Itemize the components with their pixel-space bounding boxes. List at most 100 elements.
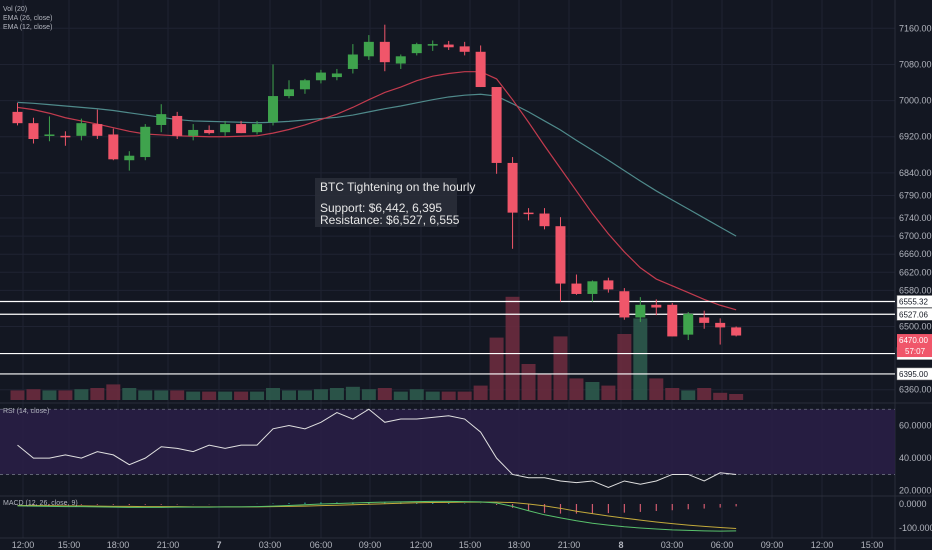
price-tick-label[interactable]: 6920.00 xyxy=(899,132,932,142)
price-tick-label[interactable]: 6360.00 xyxy=(899,385,932,395)
volume-bars xyxy=(10,296,744,400)
volume-bar xyxy=(361,389,376,400)
price-tick-label[interactable]: 6840.00 xyxy=(899,168,932,178)
price-tick-label[interactable]: 6790.00 xyxy=(899,190,932,200)
candle-body[interactable] xyxy=(443,44,454,48)
time-tick-label[interactable]: 7 xyxy=(216,540,221,550)
time-tick-label[interactable]: 21:00 xyxy=(558,540,581,550)
volume-bar xyxy=(313,389,328,400)
price-tick-label[interactable]: 6580.00 xyxy=(899,285,932,295)
candle-body[interactable] xyxy=(188,129,199,136)
candle-body[interactable] xyxy=(571,283,582,294)
candle-body[interactable] xyxy=(603,280,614,290)
candle-body[interactable] xyxy=(731,327,742,336)
time-tick-label[interactable]: 12:00 xyxy=(811,540,834,550)
candle-body[interactable] xyxy=(60,135,71,138)
candle-body[interactable] xyxy=(427,44,438,46)
volume-bar xyxy=(170,390,185,400)
macd-pane[interactable]: 0.0000 -100.0000 xyxy=(16,499,932,533)
candle-body[interactable] xyxy=(252,124,263,133)
volume-bar xyxy=(297,390,312,400)
volume-bar xyxy=(409,389,424,400)
price-tick-label[interactable]: 7160.00 xyxy=(899,23,932,33)
ema-lines xyxy=(17,71,737,311)
candle-body[interactable] xyxy=(204,129,215,134)
candle-body[interactable] xyxy=(715,322,726,328)
time-tick-label[interactable]: 12:00 xyxy=(410,540,433,550)
candle-body[interactable] xyxy=(667,304,678,337)
candle-body[interactable] xyxy=(507,162,518,213)
candle-body[interactable] xyxy=(44,134,55,136)
candle-body[interactable] xyxy=(475,51,486,88)
candle-body[interactable] xyxy=(699,317,710,323)
price-tick-label[interactable]: 6620.00 xyxy=(899,267,932,277)
candle-body[interactable] xyxy=(124,155,135,161)
candle-body[interactable] xyxy=(459,46,470,52)
candle-body[interactable] xyxy=(315,72,326,81)
time-tick-label[interactable]: 09:00 xyxy=(359,540,382,550)
price-tick-label[interactable]: 6660.00 xyxy=(899,249,932,259)
price-tick-label[interactable]: 7000.00 xyxy=(899,96,932,106)
candle-body[interactable] xyxy=(108,134,119,160)
time-axis[interactable]: 12:00 15:00 18:00 21:00 7 03:00 06:00 09:00 12:0… xyxy=(12,540,884,550)
time-tick-label[interactable]: 12:00 xyxy=(12,540,35,550)
rsi-pane[interactable]: 60.0000 40.0000 20.0000 xyxy=(0,408,932,496)
price-axis[interactable]: 7160.00 7080.00 7000.00 6920.00 6840.00 6790.… xyxy=(899,23,932,394)
candle-body[interactable] xyxy=(28,123,39,139)
candle-body[interactable] xyxy=(140,126,151,158)
candle-body[interactable] xyxy=(555,226,566,284)
macd-line[interactable] xyxy=(17,500,737,532)
candle-body[interactable] xyxy=(347,54,358,69)
candle-body[interactable] xyxy=(156,114,167,125)
volume-bar xyxy=(250,391,265,400)
candle-body[interactable] xyxy=(587,281,598,294)
price-tick-label[interactable]: 7080.00 xyxy=(899,59,932,69)
macd-histogram-bar xyxy=(320,502,322,504)
price-tick-label[interactable]: 6500.00 xyxy=(899,321,932,331)
candle-body[interactable] xyxy=(635,304,646,318)
time-tick-label[interactable]: 06:00 xyxy=(711,540,734,550)
candle-body[interactable] xyxy=(683,313,694,335)
price-tick-label[interactable]: 6700.00 xyxy=(899,231,932,241)
candle-body[interactable] xyxy=(283,89,294,97)
time-tick-label[interactable]: 15:00 xyxy=(861,540,884,550)
candlesticks[interactable] xyxy=(12,24,742,345)
time-tick-label[interactable]: 21:00 xyxy=(157,540,180,550)
macd-histogram-bar xyxy=(96,504,98,505)
candle-body[interactable] xyxy=(76,123,87,136)
candle-body[interactable] xyxy=(12,111,23,124)
candle-body[interactable] xyxy=(651,304,662,308)
time-tick-label[interactable]: 06:00 xyxy=(310,540,333,550)
candle-body[interactable] xyxy=(619,291,630,318)
candle-body[interactable] xyxy=(220,124,231,133)
time-tick-label[interactable]: 03:00 xyxy=(259,540,282,550)
price-tick-label[interactable]: 6740.00 xyxy=(899,213,932,223)
time-tick-label[interactable]: 15:00 xyxy=(459,540,482,550)
candle-body[interactable] xyxy=(172,115,183,136)
candle-body[interactable] xyxy=(299,80,310,90)
macd-histogram-bar xyxy=(288,503,290,504)
time-tick-label[interactable]: 18:00 xyxy=(508,540,531,550)
candle-body[interactable] xyxy=(236,124,247,134)
legend-rsi: RSI (14, close) xyxy=(3,408,49,415)
time-tick-label[interactable]: 15:00 xyxy=(58,540,81,550)
time-tick-label[interactable]: 18:00 xyxy=(107,540,130,550)
candle-body[interactable] xyxy=(268,96,279,123)
candle-body[interactable] xyxy=(539,213,550,227)
candle-body[interactable] xyxy=(379,41,390,63)
candle-body[interactable] xyxy=(331,73,342,78)
candle-body[interactable] xyxy=(395,56,406,64)
candle-body[interactable] xyxy=(491,87,502,163)
candle-body[interactable] xyxy=(411,44,422,54)
candle-body[interactable] xyxy=(523,212,534,215)
candle-body[interactable] xyxy=(92,124,103,136)
annotation-box[interactable]: BTC Tightening on the hourly Support: $6… xyxy=(315,178,475,227)
candle-body[interactable] xyxy=(363,41,374,57)
volume-bar xyxy=(681,390,696,400)
time-tick-label[interactable]: 8 xyxy=(618,540,623,550)
rsi-line[interactable] xyxy=(17,408,737,489)
time-tick-label[interactable]: 03:00 xyxy=(661,540,684,550)
time-tick-label[interactable]: 09:00 xyxy=(761,540,784,550)
